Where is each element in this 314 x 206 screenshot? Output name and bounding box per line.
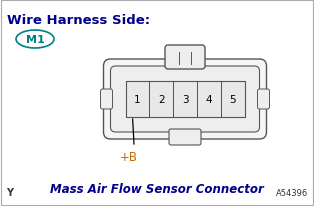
FancyBboxPatch shape	[104, 60, 267, 139]
FancyBboxPatch shape	[169, 129, 201, 145]
Text: 2: 2	[158, 95, 165, 104]
FancyBboxPatch shape	[111, 67, 259, 132]
Bar	[126, 82, 149, 117]
Text: A54396: A54396	[276, 188, 308, 197]
Text: +B: +B	[120, 150, 138, 163]
Bar	[173, 82, 197, 117]
Text: 3: 3	[182, 95, 188, 104]
FancyBboxPatch shape	[257, 90, 269, 109]
Text: M1: M1	[26, 35, 44, 45]
Text: Wire Harness Side:: Wire Harness Side:	[7, 14, 150, 27]
Text: Mass Air Flow Sensor Connector: Mass Air Flow Sensor Connector	[50, 182, 264, 195]
FancyBboxPatch shape	[165, 46, 205, 70]
Text: 1: 1	[134, 95, 141, 104]
Bar	[149, 82, 173, 117]
Text: Y: Y	[6, 187, 13, 197]
Bar	[126, 82, 245, 117]
Text: 4: 4	[205, 95, 212, 104]
Text: 5: 5	[229, 95, 236, 104]
Bar	[221, 82, 245, 117]
Bar	[197, 82, 221, 117]
FancyBboxPatch shape	[100, 90, 112, 109]
